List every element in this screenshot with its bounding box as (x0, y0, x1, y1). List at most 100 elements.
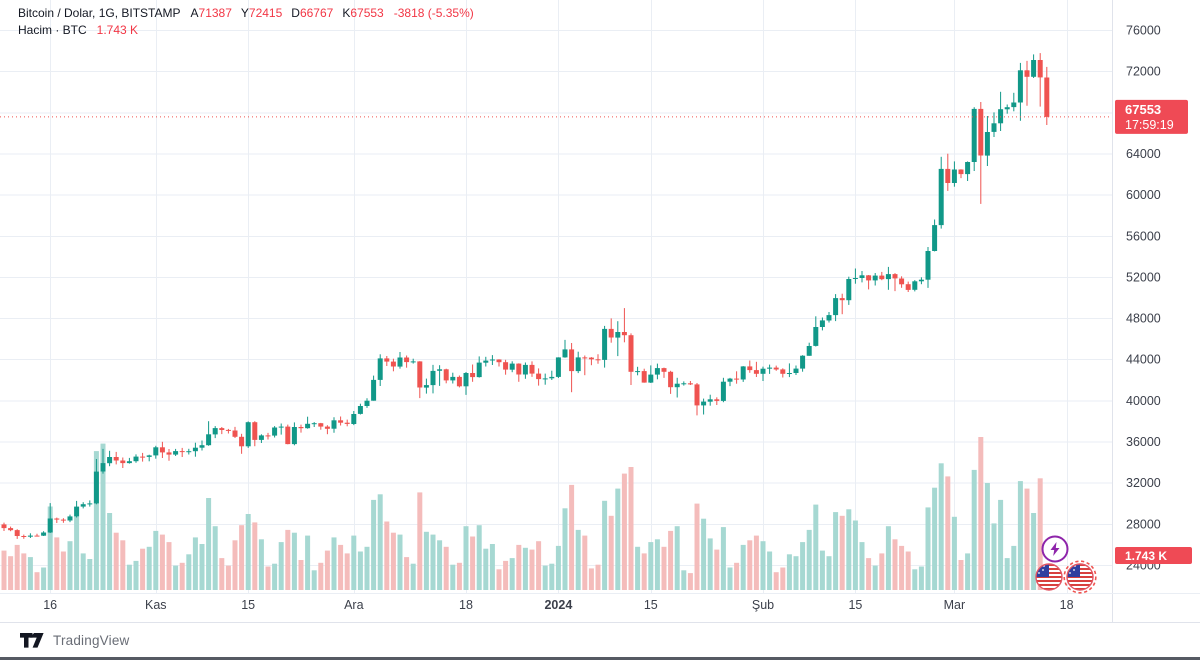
candlestick (793, 368, 799, 373)
price-tick-label: 36000 (1126, 435, 1161, 449)
ohlc-high: Y72415 (241, 5, 282, 21)
candlestick (780, 369, 786, 374)
candlestick (839, 298, 845, 301)
volume-bar (536, 541, 542, 590)
us-flag-event-icon[interactable] (1035, 563, 1063, 591)
time-tick-label: 15 (848, 598, 862, 612)
volume-bar (344, 553, 350, 590)
volume-bar (173, 565, 179, 590)
candlestick (912, 281, 918, 290)
candlestick (437, 369, 443, 371)
price-tick-label: 56000 (1126, 229, 1161, 243)
volume-bar (707, 538, 713, 590)
tradingview-brand[interactable]: TradingView (53, 632, 130, 648)
candlestick (998, 109, 1004, 124)
candlestick (67, 516, 73, 521)
volume-bar (958, 560, 964, 590)
volume-bar (951, 516, 957, 590)
lightning-event-icon[interactable] (1041, 535, 1069, 563)
legend: Bitcoin / Dolar, 1G, BITSTAMP A71387 Y72… (18, 5, 474, 39)
candlestick (595, 359, 601, 361)
symbol-legend-row[interactable]: Bitcoin / Dolar, 1G, BITSTAMP A71387 Y72… (18, 5, 474, 21)
volume-bar (839, 515, 845, 590)
candlestick (186, 451, 192, 453)
candlestick (806, 346, 812, 356)
volume-bar (245, 514, 251, 590)
us-flag-event-upcoming-icon[interactable] (1063, 560, 1097, 594)
volume-bar (476, 525, 482, 590)
volume-bar (126, 564, 132, 590)
candlestick (153, 447, 159, 456)
candlestick (179, 451, 185, 453)
candlestick (984, 132, 990, 156)
volume-bar (793, 556, 799, 590)
candlestick (1004, 107, 1010, 110)
volume-bar (879, 553, 885, 590)
volume-bar (318, 562, 324, 590)
candlestick (245, 422, 251, 447)
candlestick (800, 355, 806, 369)
volume-bar (371, 499, 377, 590)
candlestick (298, 427, 304, 429)
volume-bar (14, 544, 20, 590)
candlestick (404, 357, 410, 363)
price-tick-label: 48000 (1126, 312, 1161, 326)
volume-bar (496, 569, 502, 590)
candlestick (925, 251, 931, 280)
tradingview-logo-icon[interactable] (20, 632, 45, 648)
candlestick (1011, 102, 1017, 108)
candlestick (410, 361, 416, 363)
candlestick (470, 373, 476, 378)
volume-label: Hacim · BTC (18, 23, 87, 37)
volume-bar (113, 532, 119, 590)
volume-bar (912, 569, 918, 590)
volume-bar (212, 526, 218, 590)
time-tick-label: 2024 (544, 598, 572, 612)
volume-bar (456, 562, 462, 590)
price-axis[interactable]: 7600072000680006400060000560005200048000… (1126, 24, 1161, 573)
candlestick (648, 374, 654, 383)
candlestick (701, 401, 707, 406)
candlestick (958, 169, 964, 175)
low-label: D (291, 6, 300, 20)
volume-bar (331, 537, 337, 590)
candlestick (965, 162, 971, 175)
candlestick (826, 315, 832, 321)
volume-bar (892, 539, 898, 590)
candlestick (833, 298, 839, 316)
candlestick (344, 422, 350, 424)
candlestick (687, 383, 693, 385)
plot-grid (0, 0, 1112, 593)
price-tick-label: 60000 (1126, 188, 1161, 202)
candlestick (1044, 77, 1050, 117)
volume-bar (753, 535, 759, 590)
volume-bar (93, 451, 99, 590)
candlestick (87, 503, 93, 505)
candles (1, 53, 1050, 539)
volume-bar (285, 529, 291, 590)
candlestick (305, 423, 311, 429)
time-axis[interactable]: 16 Kas 15 Ara 18 2024 15 Şub 15 Mar 18 (43, 598, 1073, 612)
time-tick-label: 18 (459, 598, 473, 612)
volume-bar (1031, 513, 1037, 590)
volume-bar (786, 554, 792, 590)
candlestick (252, 422, 258, 440)
bar-close-countdown: 17:59:19 (1125, 118, 1174, 132)
volume-bar (608, 515, 614, 590)
close-label: K (342, 6, 351, 20)
candlestick (21, 536, 27, 537)
time-tick-label: 18 (1060, 598, 1074, 612)
price-chart-svg[interactable]: 7600072000680006400060000560005200048000… (0, 0, 1200, 622)
candlestick (364, 400, 370, 406)
volume-bar (140, 548, 146, 590)
candlestick (390, 361, 396, 367)
volume-bar (225, 565, 231, 590)
volume-bar (635, 546, 641, 590)
volume-bar (377, 494, 383, 590)
volume-bar (298, 560, 304, 590)
volume-bar (404, 557, 410, 590)
candlestick (450, 376, 456, 381)
volume-legend-row[interactable]: Hacim · BTC 1.743 K (18, 22, 474, 38)
volume-bar (252, 522, 258, 590)
volume-bar (410, 563, 416, 590)
